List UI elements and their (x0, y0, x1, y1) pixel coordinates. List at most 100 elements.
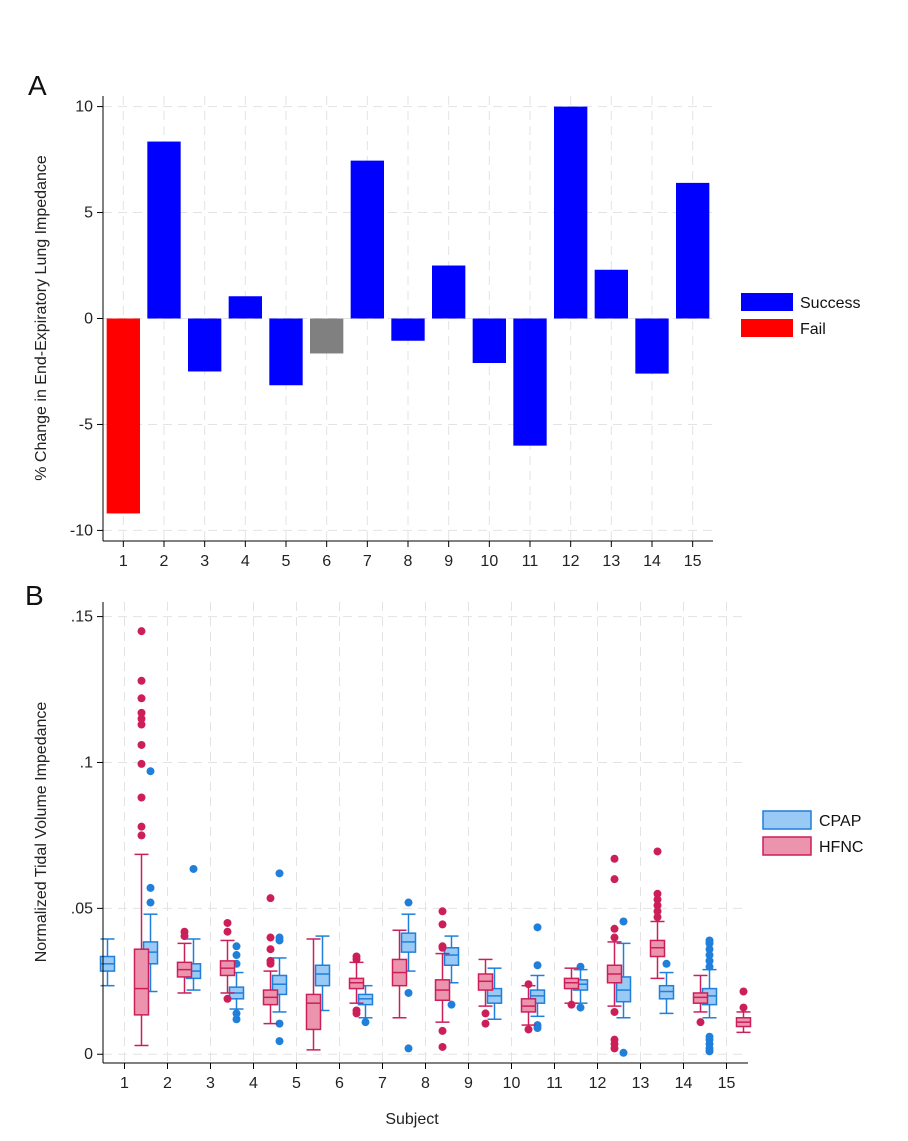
outlier-point (180, 927, 189, 936)
outlier-point (232, 1015, 241, 1024)
panel-a-x-tick-label: 9 (444, 553, 453, 570)
outlier-point (662, 959, 671, 968)
box-cpap-subject-5 (271, 869, 288, 1046)
panel-b-y-tick-label: .15 (71, 609, 93, 626)
outlier-point (524, 980, 533, 989)
bar-subject-2 (147, 141, 181, 319)
legend-label-success: Success (800, 295, 860, 312)
panel-a-x-tick-label: 12 (562, 553, 580, 570)
box-hfnc-subject-12 (606, 854, 623, 1053)
box-cpap-subject-13 (615, 917, 632, 1057)
outlier-point (146, 767, 155, 776)
bar-subject-14 (635, 318, 669, 374)
legend-swatch-hfnc (762, 836, 812, 856)
panel-b-x-axis-label: Subject (385, 1111, 439, 1128)
panel-b-label: B (25, 580, 44, 611)
outlier-point (137, 759, 146, 768)
outlier-point (232, 1009, 241, 1018)
box-hfnc-subject-2 (176, 927, 193, 994)
panel-a-y-tick-label: -5 (79, 416, 93, 433)
box-hfnc-subject-10 (520, 980, 537, 1034)
outlier-point (137, 740, 146, 749)
box-iqr (314, 964, 331, 987)
panel-b-x-tick-label: 12 (589, 1075, 607, 1092)
panel-b-x-tick-label: 6 (335, 1075, 344, 1092)
box-cpap-subject-14 (658, 959, 675, 1015)
outlier-point (610, 924, 619, 933)
outlier-point (739, 987, 748, 996)
panel-b-y-tick-label: .1 (80, 754, 93, 771)
outlier-point (705, 1032, 714, 1041)
box-hfnc-subject-13 (649, 847, 666, 980)
box-hfnc-subject-15 (735, 987, 752, 1034)
bar-subject-9 (431, 265, 466, 319)
outlier-point (438, 1026, 447, 1035)
panel-b-x-tick-label: 11 (546, 1075, 563, 1092)
outlier-point (352, 952, 361, 961)
box-hfnc-subject-14 (692, 974, 709, 1027)
panel-b-x-tick-label: 15 (718, 1075, 736, 1092)
outlier-point (610, 1035, 619, 1044)
outlier-point (137, 676, 146, 685)
legend-swatch-success (741, 293, 793, 311)
panel-a-y-tick-label: 5 (84, 205, 93, 222)
legend-label-hfnc: HFNC (819, 839, 863, 856)
outlier-point (705, 962, 714, 971)
outlier-point (438, 942, 447, 951)
outlier-point (610, 1007, 619, 1016)
outlier-point (275, 1037, 284, 1046)
panel-b-x-ticks: 1 2 3 4 5 6 7 8 9 10 11 12 13 14 15 (120, 1063, 736, 1092)
outlier-point (705, 945, 714, 954)
outlier-point (266, 945, 275, 954)
outlier-point (266, 894, 275, 903)
outlier-point (653, 895, 662, 904)
box-hfnc-subject-9 (477, 958, 494, 1028)
outlier-point (653, 913, 662, 922)
panel-b-x-tick-label: 9 (464, 1075, 473, 1092)
outlier-point (137, 714, 146, 723)
panel-a-x-tick-label: 7 (363, 553, 372, 570)
panel-a-y-tick-label: 10 (75, 99, 93, 116)
outlier-point (533, 1021, 542, 1030)
outlier-point (653, 907, 662, 916)
box-cpap-subject-7 (357, 984, 374, 1027)
box-cpap-subject-15 (701, 936, 718, 1056)
outlier-point (266, 933, 275, 942)
outlier-point (739, 1003, 748, 1012)
outlier-point (438, 920, 447, 929)
outlier-point (232, 942, 241, 951)
box-hfnc-subject-11 (563, 967, 580, 1009)
outlier-point (533, 961, 542, 970)
panel-b-y-axis-label: Normalized Tidal Volume Impedance (33, 702, 50, 963)
panel-b-x-tick-label: 1 (120, 1075, 129, 1092)
panel-b-y-tick-label: 0 (84, 1046, 93, 1063)
outlier-point (137, 720, 146, 729)
outlier-point (653, 847, 662, 856)
outlier-point (567, 1000, 576, 1009)
outlier-point (361, 1018, 370, 1027)
box-hfnc-subject-3 (219, 918, 236, 1003)
outlier-point (223, 918, 232, 927)
outlier-point (438, 907, 447, 916)
panel-a-y-ticks: -10 -5 0 5 10 (70, 99, 103, 539)
panel-b-x-tick-label: 8 (421, 1075, 430, 1092)
outlier-point (576, 962, 585, 971)
box-hfnc-subject-6 (348, 952, 365, 1018)
outlier-point (696, 1018, 705, 1027)
panel-a-x-tick-label: 14 (643, 553, 661, 570)
outlier-point (438, 1042, 447, 1051)
bar-subject-8 (391, 318, 425, 341)
outlier-point (137, 831, 146, 840)
panel-a-x-tick-label: 13 (602, 553, 620, 570)
bar-subject-10 (472, 318, 507, 363)
panel-a-x-tick-label: 1 (119, 553, 128, 570)
outlier-point (705, 956, 714, 965)
box-hfnc-subject-1 (133, 627, 150, 1047)
box-hfnc-subject-8 (434, 907, 451, 1051)
panel-a-bars (106, 106, 710, 514)
panel-a-x-tick-label: 5 (282, 553, 291, 570)
outlier-point (481, 1009, 490, 1018)
panel-b-x-tick-label: 4 (249, 1075, 258, 1092)
bar-subject-1 (106, 318, 141, 514)
